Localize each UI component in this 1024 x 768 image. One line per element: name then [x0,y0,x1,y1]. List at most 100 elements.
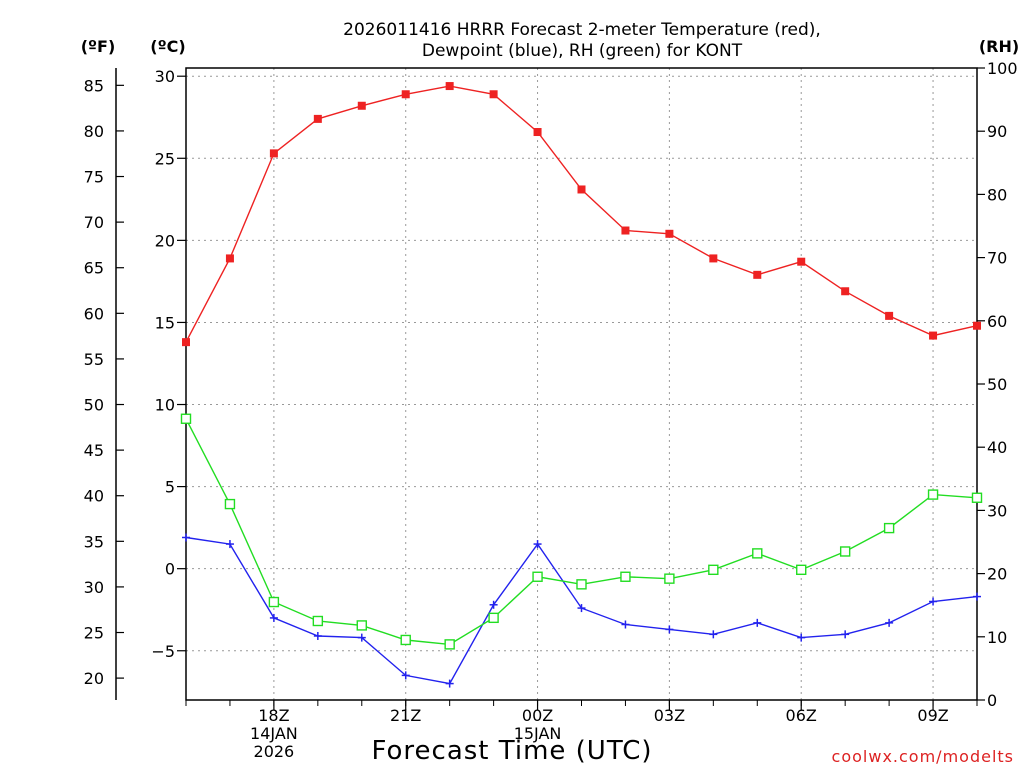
fahrenheit-tick-label: 25 [84,624,104,643]
fahrenheit-tick-label: 45 [84,441,104,460]
axes [115,67,978,701]
rh-point [224,498,236,510]
rh-point [664,573,675,584]
x-tick-label: 14JAN [250,724,298,743]
dewpoint-point [577,604,586,613]
temperature-point [182,338,190,347]
rh-tick-label: 0 [987,691,997,710]
fahrenheit-tick-label: 55 [84,350,104,369]
fahrenheit-tick-label: 40 [84,487,104,506]
chart-title-line2: Dewpoint (blue), RH (green) for KONT [422,41,743,61]
x-tick-label: 00Z [522,706,553,725]
x-tick-label: 18Z [258,706,289,725]
rh-point [883,522,895,534]
rh-tick-label: 10 [987,628,1007,647]
fahrenheit-axis-unit: (ºF) [81,37,116,56]
temperature-point [577,185,586,194]
dewpoint-point [665,625,674,634]
rh-point [752,548,763,559]
temperature-point [357,101,366,110]
series-dewpoint [182,533,981,688]
dewpoint-point [753,618,762,627]
temperature-point [269,149,278,158]
celsius-tick-label: 10 [155,396,175,415]
celsius-tick-label: 30 [155,67,175,86]
celsius-tick-label: 5 [165,478,175,497]
x-tick-label: 03Z [654,706,685,725]
dewpoint-point [885,618,894,627]
rh-point [576,579,587,590]
fahrenheit-tick-label: 50 [84,396,104,415]
rh-point [620,571,631,582]
rh-tick-label: 30 [987,501,1007,520]
temperature-point [841,287,850,296]
fahrenheit-tick-label: 70 [84,213,104,232]
temperature-point [225,254,234,263]
x-tick-label: 15JAN [514,724,562,743]
dewpoint-point [445,679,454,688]
celsius-tick-label: 15 [155,313,175,332]
celsius-tick-label: 0 [165,560,175,579]
rh-tick-label: 90 [987,122,1007,141]
fahrenheit-tick-label: 60 [84,304,104,323]
rh-tick-label: 70 [987,249,1007,268]
dewpoint-point [929,597,938,606]
rh-point [312,615,324,627]
temperature-point [709,254,718,263]
fahrenheit-axis: 85 80 75 70 65 60 55 50 45 40 35 30 25 20 [84,76,124,688]
rh-point [796,564,807,576]
rh-tick-label: 80 [987,185,1007,204]
dewpoint-point [621,620,630,629]
temperature-point [885,311,894,320]
fahrenheit-tick-label: 35 [84,532,104,551]
temperature-point [445,82,454,91]
dewpoint-point [973,592,981,601]
fahrenheit-tick-label: 85 [84,76,104,95]
rh-point [927,489,939,500]
celsius-axis: 30 25 20 15 10 5 0 −5 [151,67,186,661]
celsius-axis-unit: (ºC) [150,37,185,56]
dewpoint-point [182,533,190,542]
chart-title-line1: 2026011416 HRRR Forecast 2-meter Tempera… [343,20,821,40]
rh-tick-label: 50 [987,375,1007,394]
temperature-point [665,229,674,238]
dewpoint-point [709,630,718,639]
dewpoint-point [401,671,410,680]
rh-point [356,620,367,631]
series-temperature [182,82,981,347]
celsius-tick-label: −5 [151,642,175,661]
rh-point [839,546,851,557]
fahrenheit-tick-label: 20 [84,669,104,688]
temperature-point [401,90,410,99]
temperature-line [185,85,978,343]
rh-point [180,413,192,424]
rh-tick-label: 20 [987,565,1007,584]
x-tick-label: 09Z [917,706,948,725]
dewpoint-point [313,631,322,640]
temperature-point [929,331,938,340]
x-tick-label: 21Z [390,706,421,725]
dewpoint-point [489,600,498,609]
rh-point [708,564,719,576]
rh-point [400,634,411,646]
x-axis-label: Forecast Time (UTC) [371,736,652,766]
dewpoint-point [225,540,234,549]
watermark: coolwx.com/modelts [832,747,1014,766]
rh-tick-label: 100 [987,59,1018,78]
temperature-point [797,257,806,266]
series-layer [180,82,983,688]
series-rh [180,413,983,650]
dewpoint-point [797,633,806,642]
rh-point [532,571,543,582]
rh-point [444,639,455,650]
temperature-point [313,114,322,123]
temperature-point [973,321,981,330]
dewpoint-point [357,633,366,642]
celsius-tick-label: 20 [155,231,175,250]
dewpoint-point [841,630,850,639]
rh-axis-unit: (RH) [979,37,1019,56]
rh-tick-label: 60 [987,312,1007,331]
